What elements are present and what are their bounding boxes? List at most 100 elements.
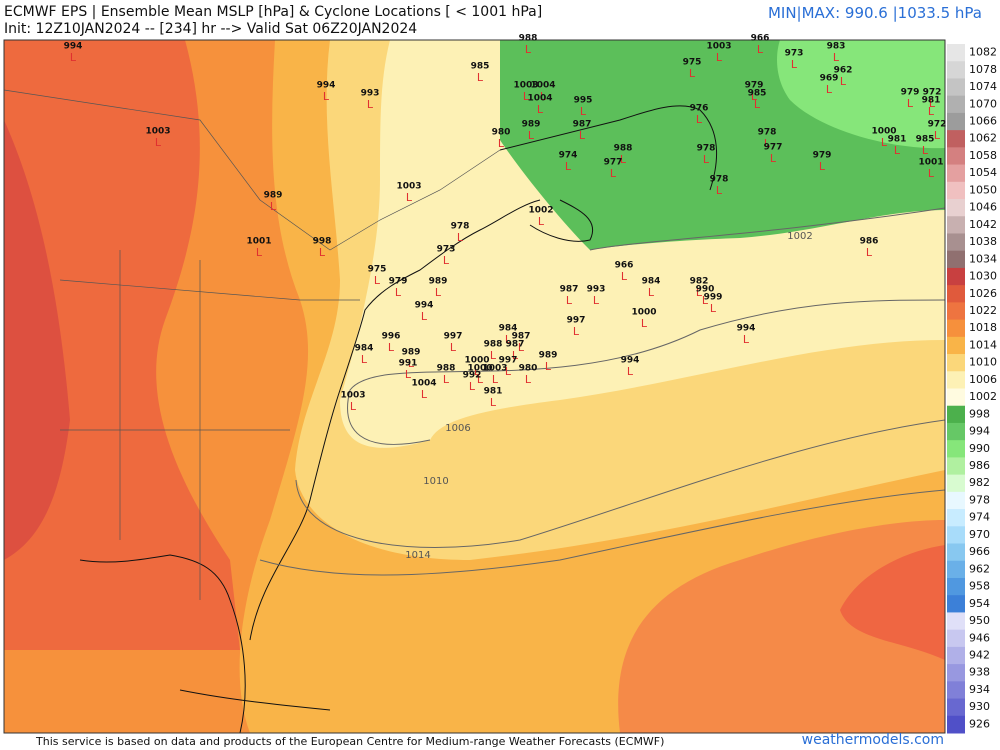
colorbar-label: 954 [969,597,990,610]
cyclone-value: 966 [615,261,634,271]
low-symbol: L [505,333,512,346]
colorbar-label: 1046 [969,201,997,214]
map-frame [3,39,946,734]
cyclone-value: 994 [64,42,83,52]
footer-site: weathermodels.com [801,732,944,748]
low-symbol: L [573,325,580,338]
cyclone-value: 979 [745,81,764,91]
colorbar-swatch [947,509,965,527]
low-symbol: L [537,103,544,116]
cyclone-value: 1003 [482,364,507,374]
low-symbol: L [928,167,935,180]
low-symbol: L [367,98,374,111]
low-symbol: L [319,246,326,259]
low-symbol: L [477,373,484,386]
colorbar-label: 966 [969,545,990,558]
cyclone-value: 990 [696,285,715,295]
low-symbol: L [627,365,634,378]
colorbar-label: 1006 [969,373,997,386]
cyclone-value: 981 [922,96,941,106]
low-symbol: L [754,98,761,111]
cyclone-value: 985 [471,62,490,72]
low-symbol: L [421,310,428,323]
cyclone-value: 988 [614,144,633,154]
cyclone-value: 987 [512,332,531,342]
low-symbol: L [907,97,914,110]
colorbar-swatch [947,199,965,217]
cyclone-value: 993 [587,285,606,295]
colorbar-swatch [947,543,965,562]
low-symbol: L [764,137,771,150]
low-symbol: L [525,373,532,386]
init-line: Init: 12Z10JAN2024 -- [234] hr --> Valid… [4,21,418,37]
colorbar-label: 942 [969,648,990,661]
low-symbol: L [405,368,412,381]
colorbar-swatch [947,61,965,79]
colorbar-swatch [947,112,965,131]
low-symbol: L [894,144,901,157]
cyclone-value: 986 [860,237,879,247]
colorbar-label: 938 [969,666,990,679]
low-symbol: L [435,286,442,299]
cyclone-value: 978 [697,144,716,154]
low-symbol: L [350,400,357,413]
cyclone-value: 988 [519,34,538,44]
colorbar-label: 1054 [969,166,997,179]
low-symbol: L [361,353,368,366]
low-symbol: L [498,137,505,150]
colorbar-swatch [947,526,965,545]
cyclone-value: 994 [317,81,336,91]
cyclone-value: 983 [827,42,846,52]
colorbar-swatch [947,405,965,424]
cyclone-value: 987 [506,340,525,350]
colorbar-label: 930 [969,700,990,713]
colorbar-label: 946 [969,631,990,644]
low-symbol: L [565,160,572,173]
low-symbol: L [716,184,723,197]
colorbar-swatch [947,336,965,355]
low-symbol: L [610,167,617,180]
contour-label: 1010 [423,476,448,487]
low-symbol: L [374,274,381,287]
low-symbol: L [791,58,798,71]
colorbar-swatch [947,595,965,613]
cyclone-value: 994 [737,324,756,334]
colorbar-swatch [947,491,965,510]
low-symbol: L [922,144,929,157]
low-symbol: L [545,360,552,373]
colorbar-label: 950 [969,614,990,627]
low-symbol: L [408,357,415,370]
colorbar-swatch [947,216,965,234]
cyclone-value: 1000 [871,127,896,137]
low-symbol: L [155,136,162,149]
low-symbol: L [406,191,413,204]
colorbar-swatch [947,457,965,476]
cyclone-value: 1003 [706,42,731,52]
colorbar-label: 1018 [969,321,997,334]
cyclone-value: 980 [492,128,511,138]
low-symbol: L [477,71,484,84]
colorbar-label: 1082 [969,46,997,59]
contour-label: 1006 [445,423,470,434]
colorbar-label: 926 [969,717,990,730]
low-symbol: L [929,97,936,110]
cyclone-value: 987 [573,120,592,130]
cyclone-value: 1001 [918,158,943,168]
colorbar-label: 1022 [969,304,997,317]
contour-label: 1014 [405,550,430,561]
cyclone-value: 973 [437,245,456,255]
cyclone-value: 972 [928,120,947,130]
low-symbol: L [928,105,935,118]
low-symbol: L [490,349,497,362]
colorbar-swatch [947,95,965,114]
colorbar-label: 1070 [969,97,997,110]
colorbar-label: 1066 [969,115,997,128]
low-symbol: L [450,341,457,354]
low-symbol: L [566,294,573,307]
low-symbol: L [395,286,402,299]
colorbar-swatch [947,422,965,441]
low-symbol: L [518,341,525,354]
colorbar-label: 934 [969,683,990,696]
low-symbol: L [490,396,497,409]
